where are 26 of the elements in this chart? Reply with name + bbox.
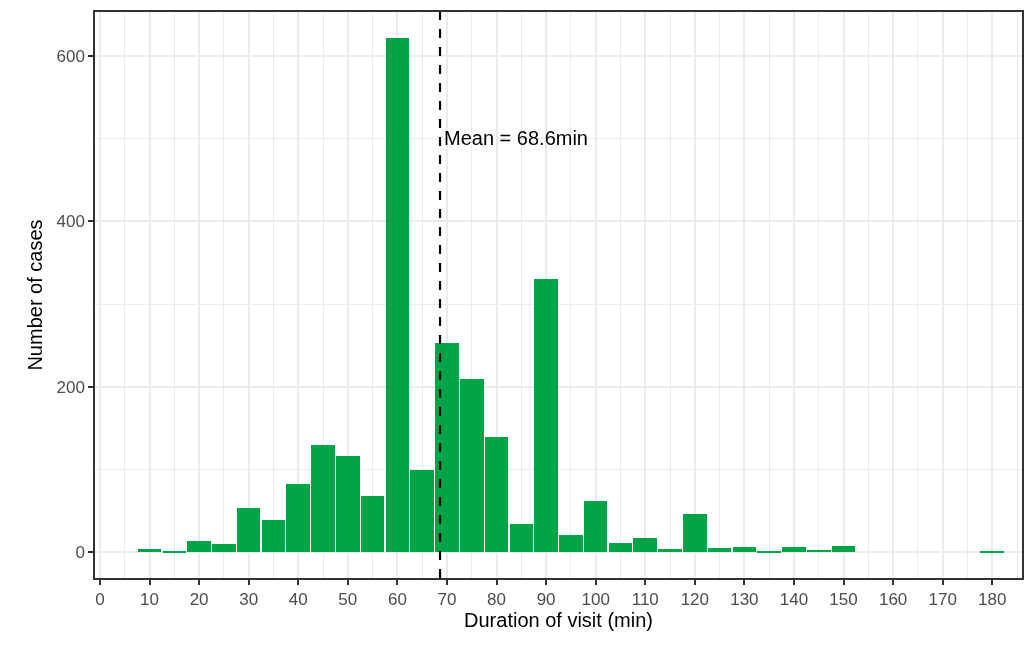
y-tick-label: 600 xyxy=(56,46,85,66)
x-tick-label: 80 xyxy=(487,590,506,610)
x-tick-label: 60 xyxy=(387,590,407,610)
y-axis-title: Number of cases xyxy=(24,219,47,371)
x-tick-label: 180 xyxy=(978,590,1007,610)
x-tick-label: 70 xyxy=(437,590,457,610)
ref-line-label: Mean = 68.6min xyxy=(444,127,588,149)
x-tick-label: 140 xyxy=(779,590,809,610)
y-tick-label: 200 xyxy=(56,377,85,397)
x-tick-label: 150 xyxy=(829,590,858,610)
x-tick-label: 40 xyxy=(288,590,308,610)
x-tick-label: 130 xyxy=(730,590,759,610)
x-tick-label: 170 xyxy=(928,590,957,610)
x-axis-title: Duration of visit (min) xyxy=(464,609,653,632)
x-tick-label: 10 xyxy=(140,590,159,610)
x-tick-label: 110 xyxy=(631,590,659,610)
y-tick-label: 400 xyxy=(56,212,85,232)
x-tick-label: 30 xyxy=(239,590,259,610)
x-tick-label: 100 xyxy=(581,590,610,610)
x-tick-label: 120 xyxy=(680,590,710,610)
x-tick-label: 50 xyxy=(338,590,358,610)
x-tick-label: 0 xyxy=(95,590,105,610)
x-tick-label: 90 xyxy=(536,590,556,610)
x-tick-label: 160 xyxy=(878,590,908,610)
y-tick-label: 0 xyxy=(75,543,85,563)
x-tick-label: 20 xyxy=(189,590,209,610)
